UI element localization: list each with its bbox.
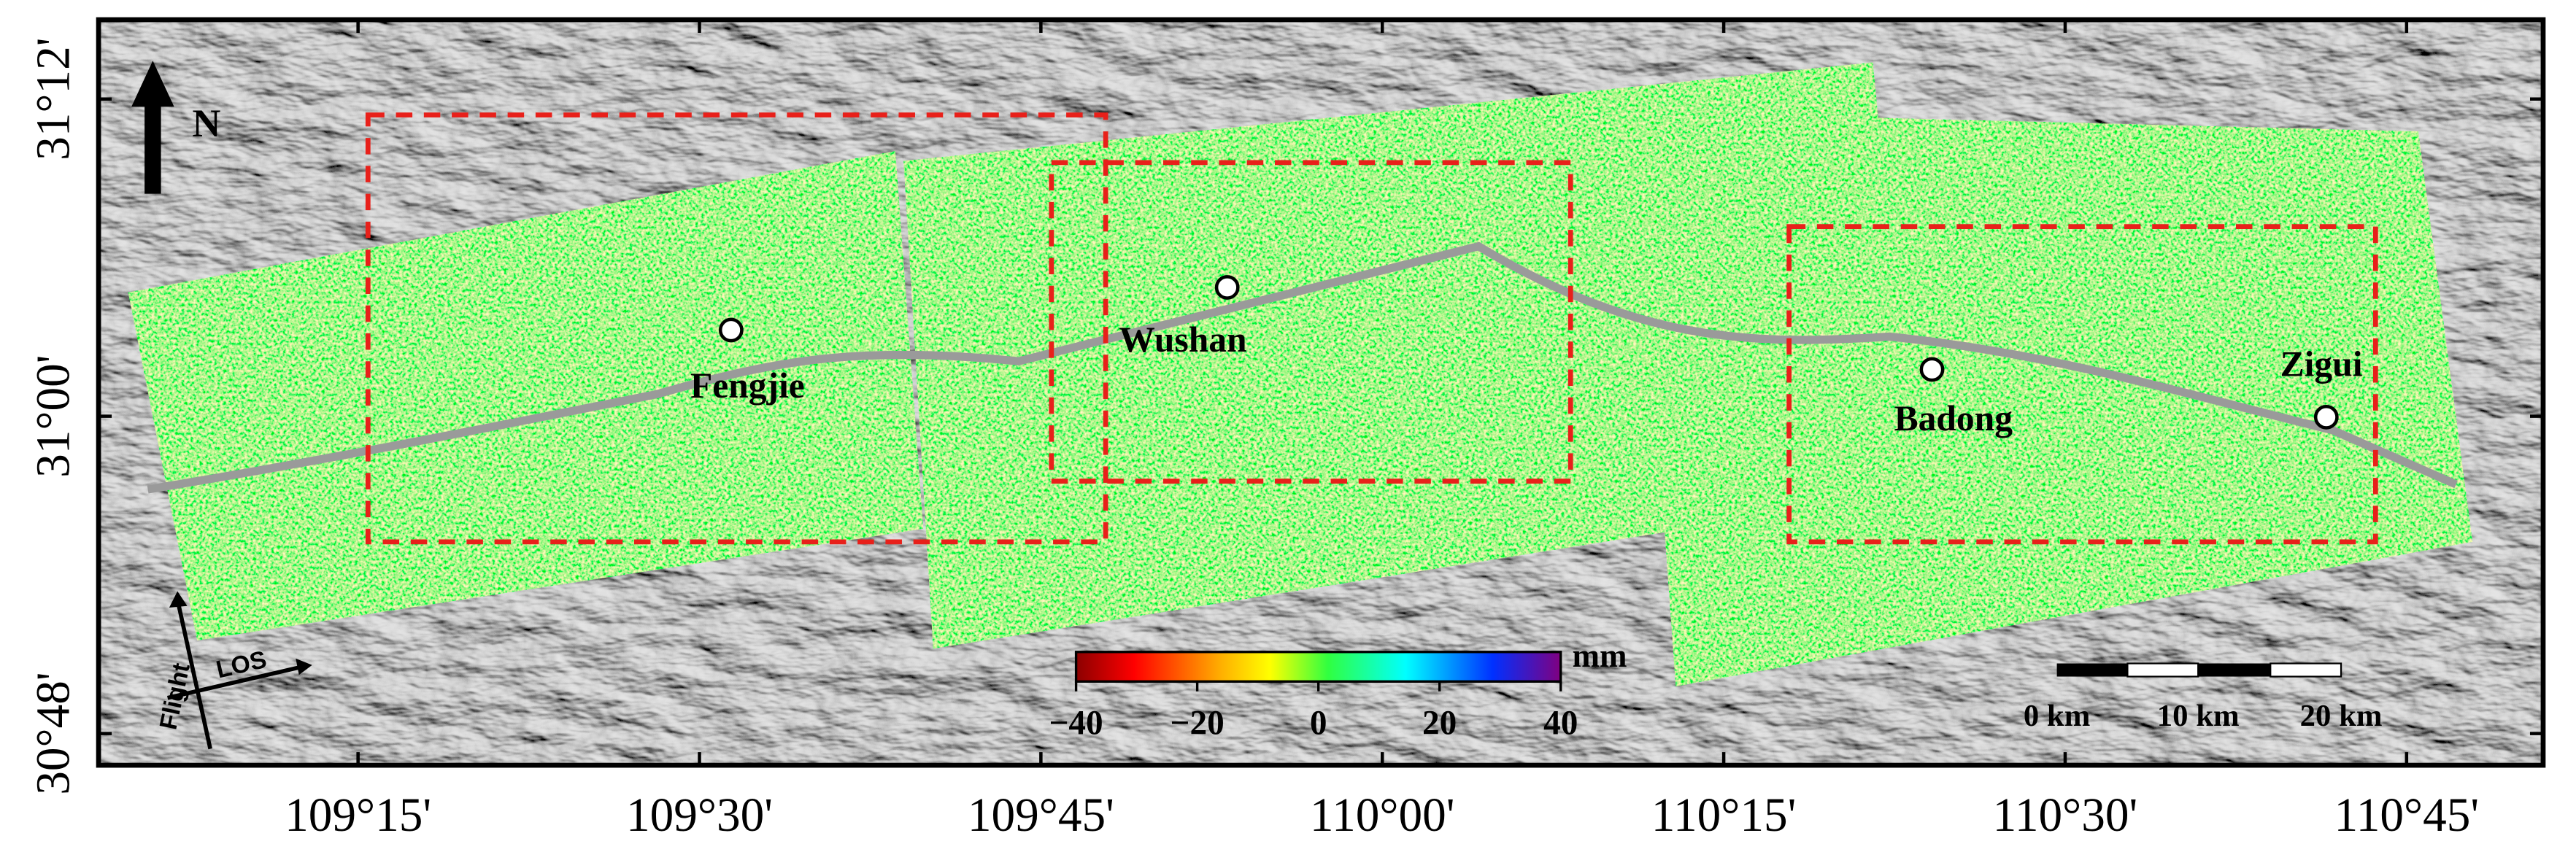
- scale-segment: [2198, 663, 2271, 677]
- arrow-head: [169, 591, 188, 608]
- y-tick-label: 31°12': [28, 38, 80, 160]
- place-label: Zigui: [2280, 344, 2363, 384]
- x-tick-label: 110°30': [1993, 789, 2138, 842]
- colorbar-tick-label: −40: [1049, 704, 1103, 742]
- x-tick-label: 109°30': [626, 789, 773, 842]
- places: Fengjie Wushan Badong Zigui: [690, 275, 2363, 438]
- arrow-head: [296, 658, 312, 675]
- colorbar-tick-label: 0: [1310, 704, 1327, 742]
- colorbar-unit: mm: [1572, 638, 1627, 674]
- study-box: [365, 112, 1108, 545]
- arrow-shaft: [144, 101, 161, 194]
- flight-arrow: [175, 599, 212, 750]
- place-label: Badong: [1894, 398, 2013, 438]
- arrow-head: [131, 61, 174, 107]
- flight-geometry: Flight LOS: [155, 591, 312, 750]
- colorbar-tick-label: 20: [1422, 704, 1457, 742]
- los-arrow: [166, 665, 303, 700]
- swath: [128, 151, 924, 641]
- scale-segment: [2126, 662, 2199, 678]
- place-marker: [718, 317, 744, 343]
- place-marker: [1919, 357, 1945, 382]
- scale-label: 0 km: [2024, 699, 2090, 733]
- scale-bar: 0 km 10 km 20 km: [2024, 662, 2383, 733]
- colorbar-ramp: [1074, 651, 1562, 683]
- north-label: N: [192, 101, 220, 145]
- north-arrow: N: [131, 61, 220, 194]
- place-label: Wushan: [1119, 319, 1246, 360]
- scale-segment: [2056, 663, 2128, 677]
- x-tick-label: 110°45': [2334, 789, 2480, 842]
- scale-label: 20 km: [2300, 699, 2383, 733]
- colorbar-tick-label: 40: [1543, 704, 1578, 742]
- y-tick-label: 31°00': [28, 355, 80, 477]
- colorbar-tick-label: −20: [1171, 704, 1225, 742]
- x-tick-label: 110°00': [1310, 789, 1455, 842]
- x-tick-label: 109°45': [968, 789, 1114, 842]
- map-frame: [96, 17, 2546, 768]
- river: [147, 241, 2458, 494]
- place-marker: [1214, 275, 1240, 300]
- scale-segment: [2270, 662, 2342, 678]
- study-areas: [365, 112, 2378, 545]
- study-box: [1786, 224, 2378, 545]
- x-tick-label: 109°15': [285, 789, 431, 842]
- study-box: [1049, 160, 1573, 484]
- y-tick-label: 30°48': [28, 672, 80, 794]
- x-tick-label: 110°15': [1651, 789, 1797, 842]
- colorbar: mm −40 −20 0 20 40: [1049, 638, 1627, 742]
- scale-label: 10 km: [2157, 699, 2240, 733]
- place-label: Fengjie: [690, 365, 805, 406]
- place-marker: [2313, 404, 2339, 430]
